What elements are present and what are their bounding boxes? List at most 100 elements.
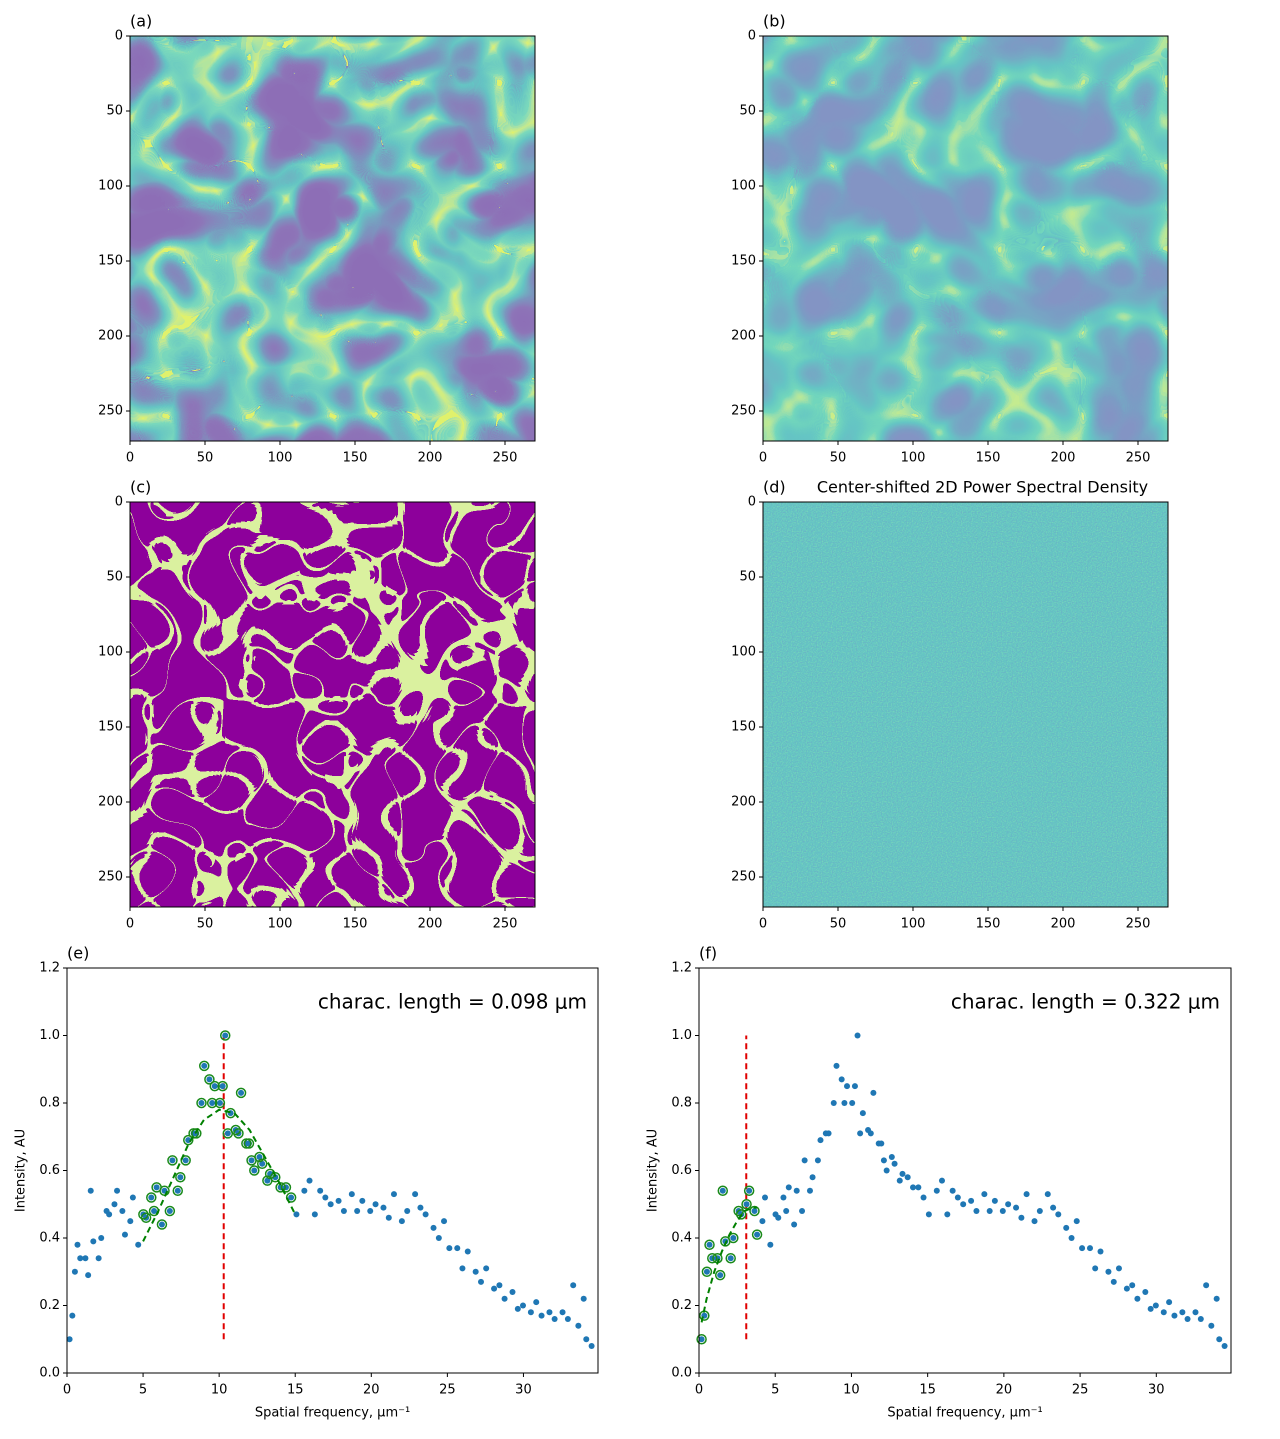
x-axis-label: Spatial frequency, μm⁻¹: [255, 1406, 410, 1421]
fit-point: [717, 1185, 729, 1196]
point: [1147, 1305, 1154, 1312]
point: [174, 1187, 181, 1194]
point: [1166, 1299, 1173, 1306]
point: [841, 1100, 848, 1106]
point: [1203, 1282, 1210, 1289]
fit-point: [156, 1219, 168, 1230]
x-tick-label: 0: [759, 451, 767, 466]
point: [87, 1187, 94, 1194]
fit-point: [191, 1128, 202, 1139]
x-tick-label: 150: [343, 451, 368, 466]
fit-point: [196, 1097, 207, 1109]
x-tick-label: 15: [919, 1383, 936, 1398]
y-tick-label: 0: [115, 495, 123, 510]
point: [746, 1187, 753, 1194]
point: [878, 1140, 885, 1147]
x-tick-label: 250: [493, 917, 518, 932]
point: [583, 1336, 590, 1343]
point: [1110, 1278, 1117, 1285]
point: [412, 1191, 419, 1198]
point: [390, 1191, 397, 1198]
point: [999, 1208, 1006, 1214]
plot-area: [67, 968, 598, 1373]
point: [501, 1295, 508, 1302]
point: [981, 1191, 988, 1198]
point: [727, 1255, 734, 1262]
fit-point: [741, 1199, 752, 1210]
x-tick-label: 0: [126, 917, 134, 932]
point: [206, 1076, 213, 1083]
point: [464, 1248, 471, 1255]
x-axis-label: Spatial frequency, μm⁻¹: [887, 1406, 1042, 1421]
y-axis-label: Intensity, AU: [14, 1129, 29, 1212]
point: [719, 1187, 726, 1194]
point: [69, 1312, 76, 1319]
fit-point: [217, 1080, 228, 1092]
x-tick-label: 10: [211, 1383, 228, 1398]
point: [857, 1130, 864, 1137]
point: [910, 1184, 917, 1191]
fit-curve: [700, 1206, 757, 1323]
point: [775, 1214, 782, 1221]
x-tick-label: 5: [771, 1383, 779, 1398]
annotation: charac. length = 0.098 μm: [318, 990, 587, 1014]
point: [588, 1343, 595, 1349]
y-tick-label: 200: [731, 795, 756, 810]
image: [130, 36, 535, 441]
y-tick-label: 100: [98, 179, 123, 194]
fit-curve: [142, 1108, 297, 1242]
point: [322, 1194, 329, 1201]
point: [398, 1218, 405, 1225]
image: [763, 502, 1168, 907]
panel-label: (f): [699, 944, 717, 963]
x-tick-label: 50: [197, 917, 214, 932]
point: [148, 1194, 155, 1201]
point: [327, 1201, 334, 1208]
y-tick-label: 0.2: [39, 1298, 60, 1313]
point: [335, 1197, 342, 1204]
fit-point: [183, 1134, 194, 1146]
y-tick-label: 250: [98, 870, 123, 885]
fit-point: [204, 1074, 215, 1085]
panel: charac. length = 0.098 μm Spatial frequen…: [14, 944, 599, 1421]
panel-label: (b): [763, 12, 786, 31]
x-tick-label: 250: [1126, 917, 1151, 932]
fit-point: [743, 1185, 755, 1196]
point: [551, 1316, 558, 1322]
point: [90, 1238, 97, 1245]
point: [1044, 1191, 1051, 1198]
point: [706, 1241, 713, 1248]
point: [904, 1174, 911, 1181]
fit-point: [164, 1205, 176, 1217]
point: [880, 1157, 887, 1164]
y-tick-label: 50: [739, 104, 756, 119]
panel: 0 50 100 150 200 250 0 50 100 150 200 250 (b): [731, 12, 1169, 466]
x-tick-label: 150: [343, 917, 368, 932]
y-tick-label: 50: [106, 570, 123, 585]
point: [698, 1336, 705, 1343]
point: [867, 1130, 874, 1137]
point: [580, 1295, 587, 1302]
fit-point: [270, 1172, 281, 1183]
point: [472, 1268, 479, 1275]
y-tick-label: 50: [739, 570, 756, 585]
point: [216, 1100, 223, 1106]
fit-point: [138, 1209, 149, 1220]
y-tick-label: 0.0: [39, 1366, 60, 1381]
fit-point: [707, 1253, 718, 1264]
point: [762, 1194, 769, 1201]
fit-point: [256, 1158, 268, 1169]
x-tick-label: 25: [439, 1383, 456, 1398]
y-tick-label: 0.4: [39, 1231, 60, 1246]
fit-point: [233, 1128, 244, 1139]
x-tick-label: 150: [976, 451, 1001, 466]
x-tick-label: 100: [268, 451, 293, 466]
point: [1115, 1265, 1122, 1272]
point: [85, 1272, 92, 1279]
point: [838, 1076, 845, 1083]
panel-label: (e): [67, 944, 89, 963]
y-tick-label: 150: [98, 720, 123, 735]
point: [121, 1231, 128, 1238]
point: [224, 1130, 231, 1137]
